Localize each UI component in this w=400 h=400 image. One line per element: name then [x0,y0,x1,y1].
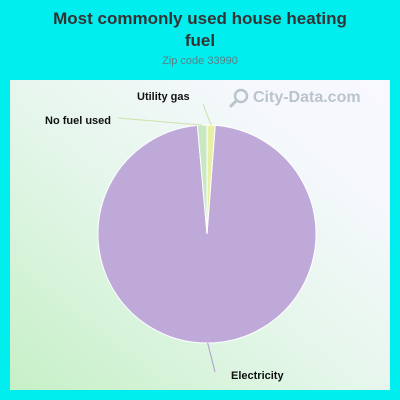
chart-subtitle: Zip code 33990 [162,55,238,67]
pie-slices [97,124,317,344]
leader-lines [117,103,216,373]
label-electricity: Electricity [231,370,284,382]
leader-line [202,103,212,126]
pie-slice-electricity [97,124,317,344]
label-no-fuel-used: No fuel used [45,115,111,127]
slice-labels: Electricity Utility gas No fuel used [45,91,284,382]
magnifier-icon [229,88,249,108]
chart-title: Most commonly used house heating fuel [53,9,347,50]
watermark-text: City-Data.com [253,89,361,106]
leader-line [117,117,203,126]
watermark: City-Data.com [229,88,361,108]
leader-line [207,342,216,373]
label-utility-gas: Utility gas [137,91,190,103]
